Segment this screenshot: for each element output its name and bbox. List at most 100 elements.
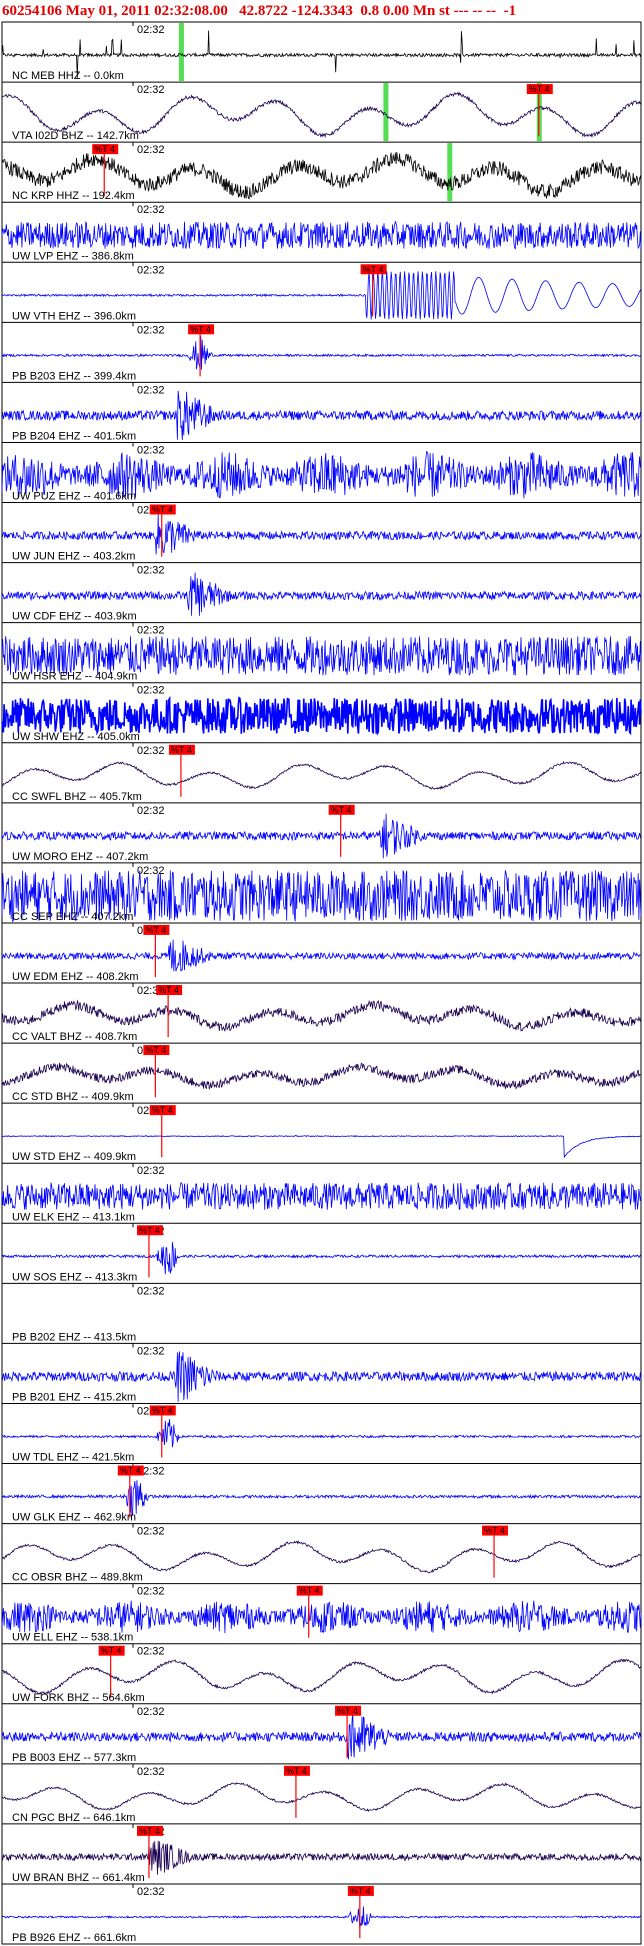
waveform: [1, 1419, 642, 1448]
waveform: [1, 939, 642, 972]
time-tick-label: 02:32: [137, 324, 165, 336]
station-label: PB B926 EHZ -- 661.6km: [12, 1932, 136, 1944]
pick-label: %T 4: [350, 1886, 371, 1896]
time-tick-label: 02:32: [137, 444, 165, 456]
pick-marker: [526, 84, 553, 95]
pick-label: %T 4: [145, 1045, 166, 1055]
pick-marker: [98, 1645, 125, 1656]
pick-label: %T 4: [190, 324, 211, 334]
pick-marker: [156, 985, 183, 995]
time-tick-label: 02:32: [137, 1706, 165, 1718]
trace-row: 02:32%T 4UW EDM EHZ -- 408.2km: [1, 922, 642, 983]
pick-marker: [143, 924, 170, 935]
trace-row: 02:32%T 4 UW GLK EHZ -- 462.9km: [1, 1463, 642, 1524]
waveform: [1, 1782, 642, 1812]
pick-label: %T 4: [331, 805, 352, 815]
pick-marker: [136, 1825, 163, 1836]
trace-row: 02:32 UW SHW EHZ -- 405.0km: [1, 682, 642, 743]
waveform: [1, 695, 642, 736]
pick-label: %T 4: [152, 1105, 173, 1115]
station-label: UW VTH EHZ -- 396.0km: [12, 310, 136, 322]
pick-marker: [143, 1045, 170, 1056]
time-tick-label: 02:32: [137, 565, 165, 577]
trace-row: 02:32 UW HSR EHZ -- 404.9km: [1, 622, 642, 683]
pick-label: %T 4: [145, 925, 166, 935]
time-tick-label: 02:32: [137, 1345, 165, 1357]
station-label: PB B201 EHZ -- 415.2km: [12, 1391, 136, 1403]
trace-row: 02:32%T 4CC VALT BHZ -- 408.7km: [1, 982, 642, 1043]
trace-row: 02:32 UW ELK EHZ -- 413.1km: [1, 1162, 642, 1223]
pick-marker: [335, 1705, 362, 1716]
trace-row: 02:32 UW LVP EHZ -- 386.8km: [1, 201, 642, 262]
pick-label: %T 4: [286, 1766, 307, 1776]
waveform: [1, 1242, 642, 1275]
waveform: [1, 870, 642, 923]
trace-row: 02:32 UW CDF EHZ -- 403.9km: [1, 562, 642, 623]
time-tick-label: 02:32: [137, 1766, 165, 1778]
pick-marker: [149, 1105, 176, 1116]
waveform: [1, 813, 642, 859]
time-tick-label: 02:32: [137, 204, 165, 216]
station-label: UW STD EHZ -- 409.9km: [12, 1151, 136, 1163]
trace-row: 02:32 %T 4 PB B926 EHZ -- 661.6km: [1, 1883, 642, 1944]
trace-row: 02:32 %T 4 VTA I02D BHZ -- 142.7km: [1, 81, 642, 142]
pick-label: %T 4: [299, 1586, 320, 1596]
station-label: CC STD BHZ -- 409.9km: [12, 1091, 134, 1103]
pick-marker: [136, 1225, 163, 1236]
station-label: UW ELL EHZ -- 538.1km: [12, 1632, 133, 1644]
trace-row: 02:32%T 4UW TDL EHZ -- 421.5km: [1, 1402, 642, 1464]
waveform: [1, 1181, 642, 1211]
waveform: [1, 1840, 642, 1875]
station-label: NC KRP HHZ -- 192.4km: [12, 190, 135, 202]
trace-row: 02:32 PB B202 EHZ -- 413.5km: [2, 1282, 641, 1343]
station-label: PB B203 EHZ -- 399.4km: [12, 370, 136, 382]
time-tick-label: 02:32: [137, 144, 165, 156]
waveform: [1, 760, 642, 791]
station-label: UW EDM EHZ -- 408.2km: [12, 971, 139, 983]
waveform: [1, 1480, 642, 1516]
trace-row: 02:32 %T 4 UW MORO EHZ -- 407.2km: [1, 802, 642, 863]
time-tick-label: 02:32: [137, 384, 165, 396]
waveform: [1, 999, 642, 1032]
pick-label: %T 4: [152, 1405, 173, 1415]
waveform: [1, 1600, 642, 1634]
waveform: [1, 1540, 642, 1574]
time-tick-label: 02:32: [137, 1586, 165, 1598]
pick-label: %T 4: [120, 1466, 141, 1476]
pick-marker: [482, 1525, 509, 1536]
station-label: UW HSR EHZ -- 404.9km: [12, 671, 137, 683]
waveform: [1, 1658, 642, 1696]
time-tick-label: 02:32: [137, 685, 165, 697]
waveform: [1, 271, 642, 320]
waveform: [1, 30, 642, 79]
pick-label: %T 4: [363, 264, 384, 274]
station-label: UW MORO EHZ -- 407.2km: [12, 851, 148, 863]
waveform: [1, 514, 642, 555]
waveform: [1, 220, 642, 250]
station-label: UW CDF EHZ -- 403.9km: [12, 611, 137, 623]
station-label: UW FORK BHZ -- 564.6km: [12, 1692, 145, 1704]
waveform: [1, 151, 642, 200]
time-tick-label: 02:32: [137, 1886, 165, 1898]
event-header: 60254106 May 01, 2011 02:32:08.00 42.872…: [0, 0, 644, 22]
trace-row: 02:32 %T 4 PB B003 EHZ -- 577.3km: [1, 1703, 642, 1764]
trace-row: 02:32 %T 4 CN PGC BHZ -- 646.1km: [1, 1763, 642, 1824]
time-tick-label: 02:32: [137, 745, 165, 757]
station-label: UW SOS EHZ -- 413.3km: [12, 1271, 137, 1283]
trace-row: 02:32 %T 4 UW ELL EHZ -- 538.1km: [1, 1583, 642, 1644]
trace-row: 02:32%T 4UW SOS EHZ -- 413.3km: [1, 1222, 642, 1283]
green-marker: [383, 83, 389, 142]
pick-label: %T 4: [152, 505, 173, 515]
green-marker: [447, 143, 453, 202]
time-tick-label: 02:32: [137, 1526, 165, 1538]
trace-row: 02:32 %T 4 CC SWFL BHZ -- 405.7km: [1, 742, 642, 803]
waveform: [1, 1351, 642, 1402]
time-tick-label: 02:32: [137, 625, 165, 637]
station-label: CC OBSR BHZ -- 489.8km: [12, 1572, 143, 1584]
trace-row: 02:32%T 4UW BRAN BHZ -- 661.4km: [1, 1823, 642, 1884]
station-label: UW BRAN BHZ -- 661.4km: [12, 1872, 145, 1884]
waveform: [1, 636, 642, 677]
waveform: [1, 1906, 642, 1929]
trace-row: 02:32 %T 4 PB B203 EHZ -- 399.4km: [1, 321, 642, 382]
